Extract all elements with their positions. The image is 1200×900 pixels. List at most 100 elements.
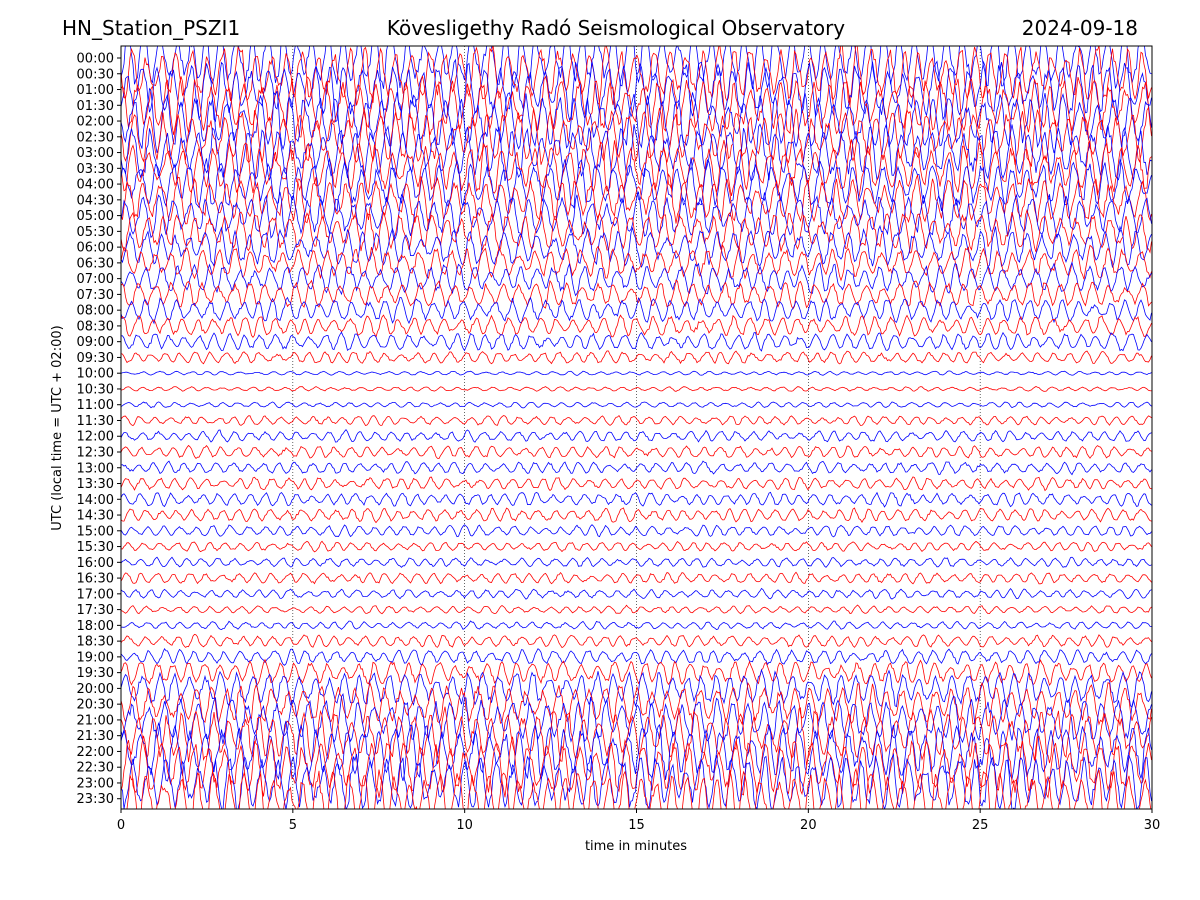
trace-1330 <box>121 476 1152 492</box>
y-tick-label: 07:30 <box>77 288 114 303</box>
trace-1830 <box>121 633 1152 649</box>
trace-0000 <box>121 46 1152 90</box>
y-tick-label: 11:00 <box>77 398 114 413</box>
y-tick-label: 08:30 <box>77 319 114 334</box>
y-tick-label: 04:00 <box>77 178 114 193</box>
trace-1600 <box>121 556 1152 568</box>
trace-0600 <box>121 224 1152 269</box>
y-tick-label: 07:00 <box>77 272 114 287</box>
trace-0730 <box>121 279 1152 310</box>
y-tick-label: 10:00 <box>77 367 114 382</box>
y-tick-label: 09:00 <box>77 335 114 350</box>
trace-1230 <box>121 444 1152 460</box>
y-tick-label: 02:30 <box>77 130 114 145</box>
y-tick-label: 14:00 <box>77 493 114 508</box>
y-tick-label: 13:00 <box>77 461 114 476</box>
trace-0430 <box>121 173 1152 227</box>
trace-0900 <box>121 331 1152 352</box>
trace-1800 <box>121 620 1152 631</box>
trace-2000 <box>121 668 1152 709</box>
trace-2130 <box>121 706 1152 766</box>
trace-0030 <box>121 46 1152 107</box>
station-name: HN_Station_PSZI1 <box>62 16 241 40</box>
seismic-traces <box>121 46 1152 809</box>
y-tick-label: 21:30 <box>77 729 114 744</box>
trace-1100 <box>121 401 1152 409</box>
y-tick-label: 06:00 <box>77 241 114 256</box>
trace-2100 <box>121 692 1152 746</box>
trace-0200 <box>121 87 1152 154</box>
y-tick-label: 16:00 <box>77 556 114 571</box>
trace-0530 <box>121 208 1152 254</box>
y-tick-label: 10:30 <box>77 382 114 397</box>
trace-1200 <box>121 429 1152 443</box>
y-tick-label: 11:30 <box>77 414 114 429</box>
trace-0830 <box>121 314 1152 339</box>
x-tick-label: 30 <box>1144 818 1161 833</box>
y-tick-label: 21:00 <box>77 713 114 728</box>
x-tick-label: 0 <box>117 818 125 833</box>
x-tick-label: 10 <box>456 818 473 833</box>
y-tick-label: 01:00 <box>77 83 114 98</box>
x-tick-label: 20 <box>800 818 817 833</box>
y-tick-label: 15:30 <box>77 540 114 555</box>
y-tick-label: 17:00 <box>77 587 114 602</box>
y-axis-label: UTC (local time = UTC + 02:00) <box>50 325 65 530</box>
trace-2030 <box>121 681 1152 728</box>
y-tick-label: 20:30 <box>77 698 114 713</box>
y-tick-label: 19:30 <box>77 666 114 681</box>
trace-2330 <box>121 767 1152 809</box>
y-tick-label: 22:30 <box>77 761 114 776</box>
trace-0930 <box>121 350 1152 365</box>
y-tick-label: 01:30 <box>77 99 114 114</box>
y-tick-label: 18:30 <box>77 635 114 650</box>
trace-1730 <box>121 604 1152 615</box>
y-tick-label: 05:30 <box>77 225 114 240</box>
trace-1430 <box>121 507 1152 524</box>
y-tick-label: 15:00 <box>77 524 114 539</box>
trace-0330 <box>121 139 1152 198</box>
trace-0800 <box>121 296 1152 325</box>
chart-title: Kövesligethy Radó Seismological Observat… <box>386 16 846 40</box>
trace-1530 <box>121 540 1152 553</box>
trace-1030 <box>121 386 1152 392</box>
y-tick-label: 09:30 <box>77 351 114 366</box>
x-axis: 0 5 10 15 20 25 30 <box>117 809 1160 833</box>
trace-2300 <box>121 752 1152 809</box>
y-axis: 00:0000:3001:0001:3002:0002:3003:0003:30… <box>77 52 121 807</box>
trace-1000 <box>121 370 1152 376</box>
chart-date: 2024-09-18 <box>1021 16 1138 40</box>
y-tick-label: 23:30 <box>77 792 114 807</box>
y-tick-label: 00:30 <box>77 67 114 82</box>
y-tick-label: 18:00 <box>77 619 114 634</box>
trace-1630 <box>121 571 1152 585</box>
y-tick-label: 16:30 <box>77 572 114 587</box>
y-tick-label: 05:00 <box>77 209 114 224</box>
trace-1300 <box>121 460 1152 476</box>
trace-0400 <box>121 157 1152 213</box>
trace-2230 <box>121 735 1152 799</box>
x-axis-label: time in minutes <box>585 839 687 854</box>
trace-2200 <box>121 720 1152 782</box>
y-tick-label: 22:00 <box>77 745 114 760</box>
y-tick-label: 03:30 <box>77 162 114 177</box>
y-tick-label: 06:30 <box>77 256 114 271</box>
x-tick-label: 25 <box>972 818 989 833</box>
y-tick-label: 12:30 <box>77 446 114 461</box>
trace-1930 <box>121 658 1152 687</box>
trace-1400 <box>121 491 1152 508</box>
trace-0500 <box>121 191 1152 241</box>
y-tick-label: 19:00 <box>77 650 114 665</box>
y-tick-label: 12:00 <box>77 430 114 445</box>
y-tick-label: 04:30 <box>77 193 114 208</box>
y-tick-label: 17:30 <box>77 603 114 618</box>
x-tick-label: 5 <box>289 818 297 833</box>
trace-1500 <box>121 524 1152 538</box>
y-tick-label: 00:00 <box>77 52 114 67</box>
y-tick-label: 13:30 <box>77 477 114 492</box>
trace-0230 <box>121 106 1152 167</box>
y-tick-label: 14:30 <box>77 509 114 524</box>
trace-0630 <box>121 243 1152 282</box>
y-tick-label: 23:00 <box>77 776 114 791</box>
